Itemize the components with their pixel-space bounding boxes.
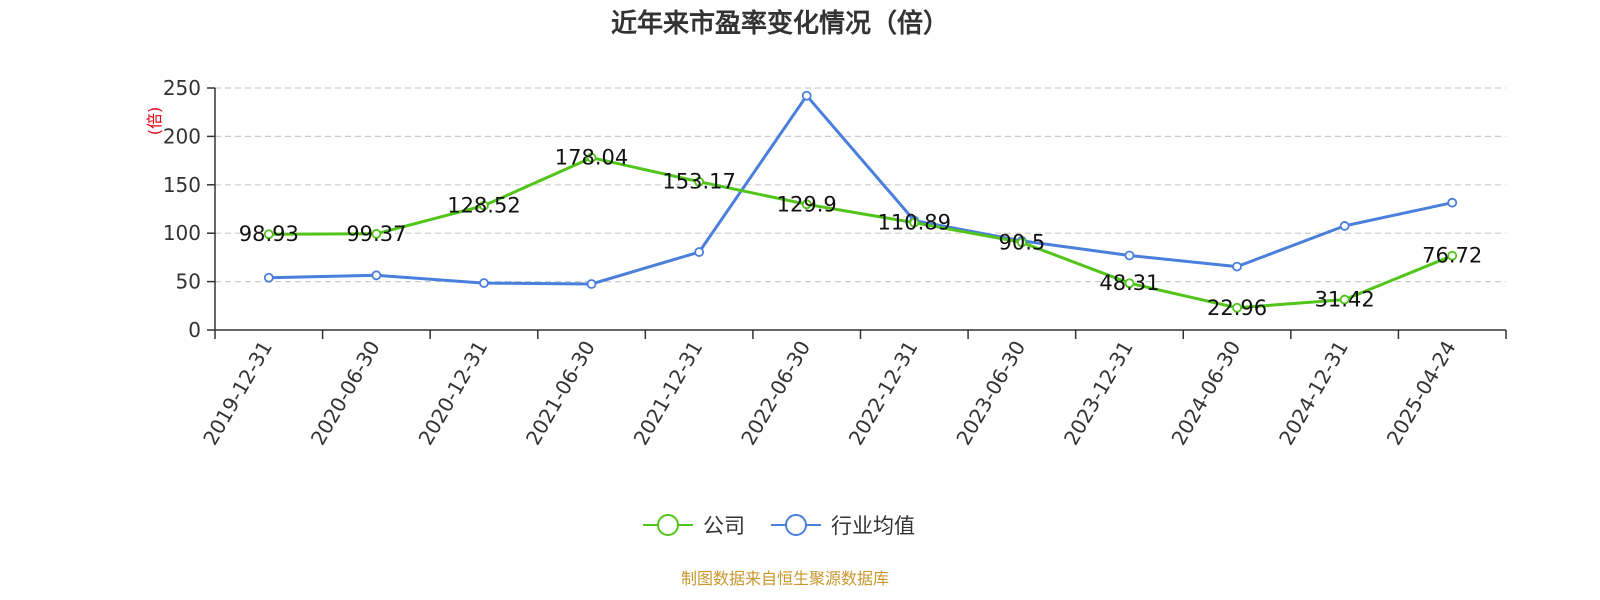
data-point[interactable] [1232, 261, 1242, 272]
data-point[interactable] [801, 199, 812, 210]
data-label: 76.72 [1422, 244, 1482, 268]
data-label: 110.89 [878, 211, 951, 235]
x-tick-label: 2019-12-31 [198, 337, 277, 450]
data-point[interactable] [694, 176, 705, 187]
x-tick-label: 2024-06-30 [1166, 337, 1245, 450]
data-source-note: 制图数据来自恒生聚源数据库 [681, 569, 889, 588]
data-label: 153.17 [662, 170, 735, 194]
data-point[interactable] [263, 229, 274, 240]
data-point[interactable] [1124, 250, 1135, 261]
y-tick-label: 100 [163, 221, 201, 245]
x-axis-ticks: 2019-12-31 2020-06-30 2020-12-31 2021-06-30… [198, 330, 1507, 450]
x-tick-label: 2020-12-31 [413, 337, 492, 450]
x-tick-label: 2022-12-31 [844, 337, 923, 450]
grid-lines [215, 87, 1506, 283]
y-tick-label: 50 [176, 270, 201, 294]
x-tick-label: 2025-04-24 [1382, 337, 1461, 450]
data-point[interactable] [694, 247, 705, 257]
chart-title: 近年来市盈率变化情况（倍） [611, 8, 949, 39]
data-point[interactable] [371, 228, 382, 239]
y-tick-label: 0 [188, 318, 201, 342]
series-layer [263, 90, 1458, 313]
data-point[interactable] [909, 217, 920, 228]
data-point[interactable] [1447, 250, 1458, 261]
data-label: 129.9 [777, 192, 837, 216]
x-tick-label: 2023-12-31 [1059, 337, 1138, 450]
x-tick-label: 2024-12-31 [1274, 337, 1353, 450]
data-point[interactable] [1447, 197, 1458, 208]
legend-marker [657, 514, 679, 536]
legend-label[interactable]: 行业均值 [831, 514, 915, 538]
legend-marker [785, 514, 807, 536]
legend[interactable]: 公司 行业均值 [643, 514, 915, 538]
series-line-1 [268, 94, 1453, 286]
data-label: 22.96 [1207, 296, 1267, 320]
series-line-0 [268, 156, 1453, 310]
y-axis-unit: (倍) [145, 107, 164, 136]
y-axis-ticks: 0 50 100 150 200 250 [163, 76, 215, 342]
y-tick-label: 250 [163, 76, 201, 100]
data-point[interactable] [371, 270, 382, 281]
data-point[interactable] [586, 279, 597, 289]
data-point[interactable] [479, 278, 489, 288]
data-label: 90.5 [998, 230, 1045, 254]
data-label: 31.42 [1315, 288, 1375, 312]
x-tick-label: 2021-06-30 [521, 337, 600, 450]
x-tick-label: 2020-06-30 [306, 337, 385, 450]
data-point[interactable] [1339, 294, 1350, 305]
x-tick-label: 2022-06-30 [736, 337, 815, 450]
data-point[interactable] [479, 200, 489, 211]
x-tick-label: 2023-06-30 [951, 337, 1030, 450]
data-point[interactable] [586, 152, 597, 163]
data-labels: 98.93 99.37 128.52 178.04 153.17 129.9 110.89 9… [239, 146, 1483, 320]
data-label: 48.31 [1099, 271, 1159, 295]
y-tick-label: 200 [163, 124, 201, 148]
data-label: 98.93 [239, 222, 299, 246]
x-tick-label: 2021-12-31 [629, 337, 708, 450]
data-label: 99.37 [346, 222, 406, 246]
data-point[interactable] [1016, 237, 1027, 248]
data-point[interactable] [1339, 221, 1350, 231]
data-label: 178.04 [555, 146, 628, 170]
axes [214, 88, 1506, 331]
y-tick-label: 150 [163, 173, 201, 197]
legend-label[interactable]: 公司 [703, 514, 745, 538]
data-point[interactable] [1232, 302, 1242, 313]
data-point[interactable] [801, 90, 812, 101]
data-point[interactable] [263, 272, 274, 283]
data-label: 128.52 [447, 194, 520, 218]
data-point[interactable] [1124, 278, 1135, 289]
